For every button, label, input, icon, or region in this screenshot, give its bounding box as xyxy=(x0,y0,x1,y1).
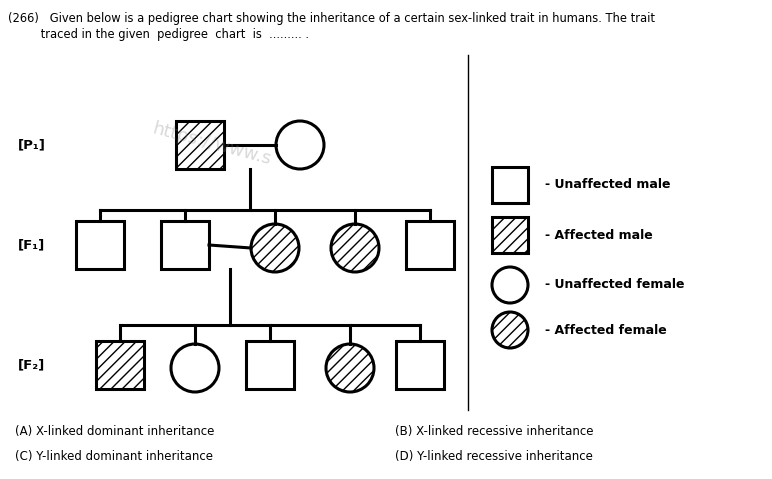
Ellipse shape xyxy=(326,344,374,392)
Bar xyxy=(246,341,294,389)
Text: (266)   Given below is a pedigree chart showing the inheritance of a certain sex: (266) Given below is a pedigree chart sh… xyxy=(8,12,655,25)
Bar xyxy=(492,217,528,253)
Text: [F₂]: [F₂] xyxy=(18,358,46,372)
Text: [F₁]: [F₁] xyxy=(18,239,46,251)
Ellipse shape xyxy=(492,312,528,348)
Bar xyxy=(176,121,224,169)
Text: (C) Y-linked dominant inheritance: (C) Y-linked dominant inheritance xyxy=(15,450,213,463)
Ellipse shape xyxy=(251,224,299,272)
Text: (D) Y-linked recessive inheritance: (D) Y-linked recessive inheritance xyxy=(395,450,593,463)
Text: - Unaffected male: - Unaffected male xyxy=(545,179,671,192)
Bar xyxy=(96,341,144,389)
Bar xyxy=(161,221,209,269)
Text: [P₁]: [P₁] xyxy=(18,138,46,151)
Ellipse shape xyxy=(171,344,219,392)
Ellipse shape xyxy=(276,121,324,169)
Ellipse shape xyxy=(331,224,379,272)
Text: (A) X-linked dominant inheritance: (A) X-linked dominant inheritance xyxy=(15,425,215,438)
Text: - Affected male: - Affected male xyxy=(545,228,653,241)
Bar xyxy=(406,221,454,269)
Bar xyxy=(396,341,444,389)
Text: traced in the given  pedigree  chart  is  ......... .: traced in the given pedigree chart is ..… xyxy=(8,28,309,41)
Ellipse shape xyxy=(492,267,528,303)
Text: - Unaffected female: - Unaffected female xyxy=(545,278,685,292)
Text: (B) X-linked recessive inheritance: (B) X-linked recessive inheritance xyxy=(395,425,594,438)
Bar xyxy=(76,221,124,269)
Text: https://www.s: https://www.s xyxy=(150,120,273,169)
Text: - Affected female: - Affected female xyxy=(545,323,667,337)
Bar xyxy=(492,167,528,203)
